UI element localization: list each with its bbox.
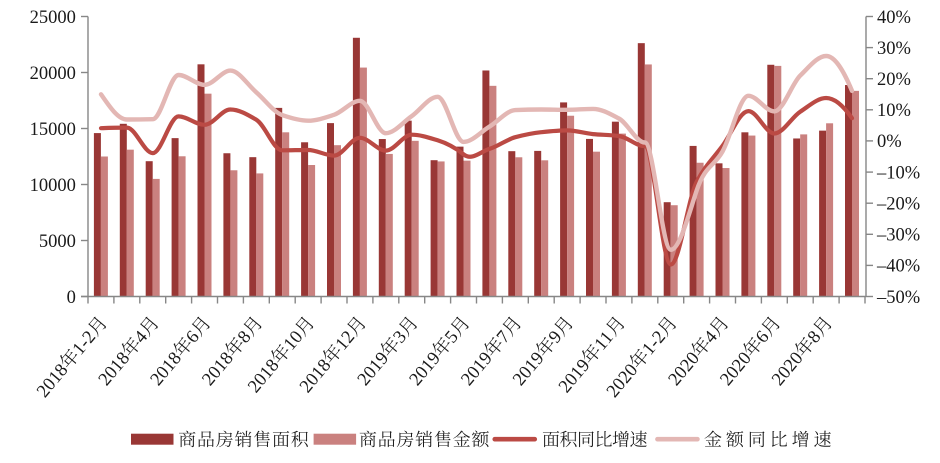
svg-text:0: 0 <box>67 288 76 308</box>
svg-text:40%: 40% <box>877 8 911 28</box>
svg-text:20%: 20% <box>877 70 911 90</box>
svg-text:–30%: –30% <box>876 226 920 246</box>
svg-text:10%: 10% <box>877 101 911 121</box>
svg-text:5000: 5000 <box>39 232 76 252</box>
svg-text:25000: 25000 <box>30 8 76 28</box>
svg-text:–20%: –20% <box>876 195 920 215</box>
svg-text:15000: 15000 <box>30 120 76 140</box>
svg-text:20000: 20000 <box>30 64 76 84</box>
svg-text:–40%: –40% <box>876 257 920 277</box>
svg-text:30%: 30% <box>877 39 911 59</box>
svg-text:–10%: –10% <box>876 163 920 183</box>
svg-text:–50%: –50% <box>876 288 920 308</box>
svg-text:10000: 10000 <box>30 176 76 196</box>
svg-text:0%: 0% <box>877 132 902 152</box>
